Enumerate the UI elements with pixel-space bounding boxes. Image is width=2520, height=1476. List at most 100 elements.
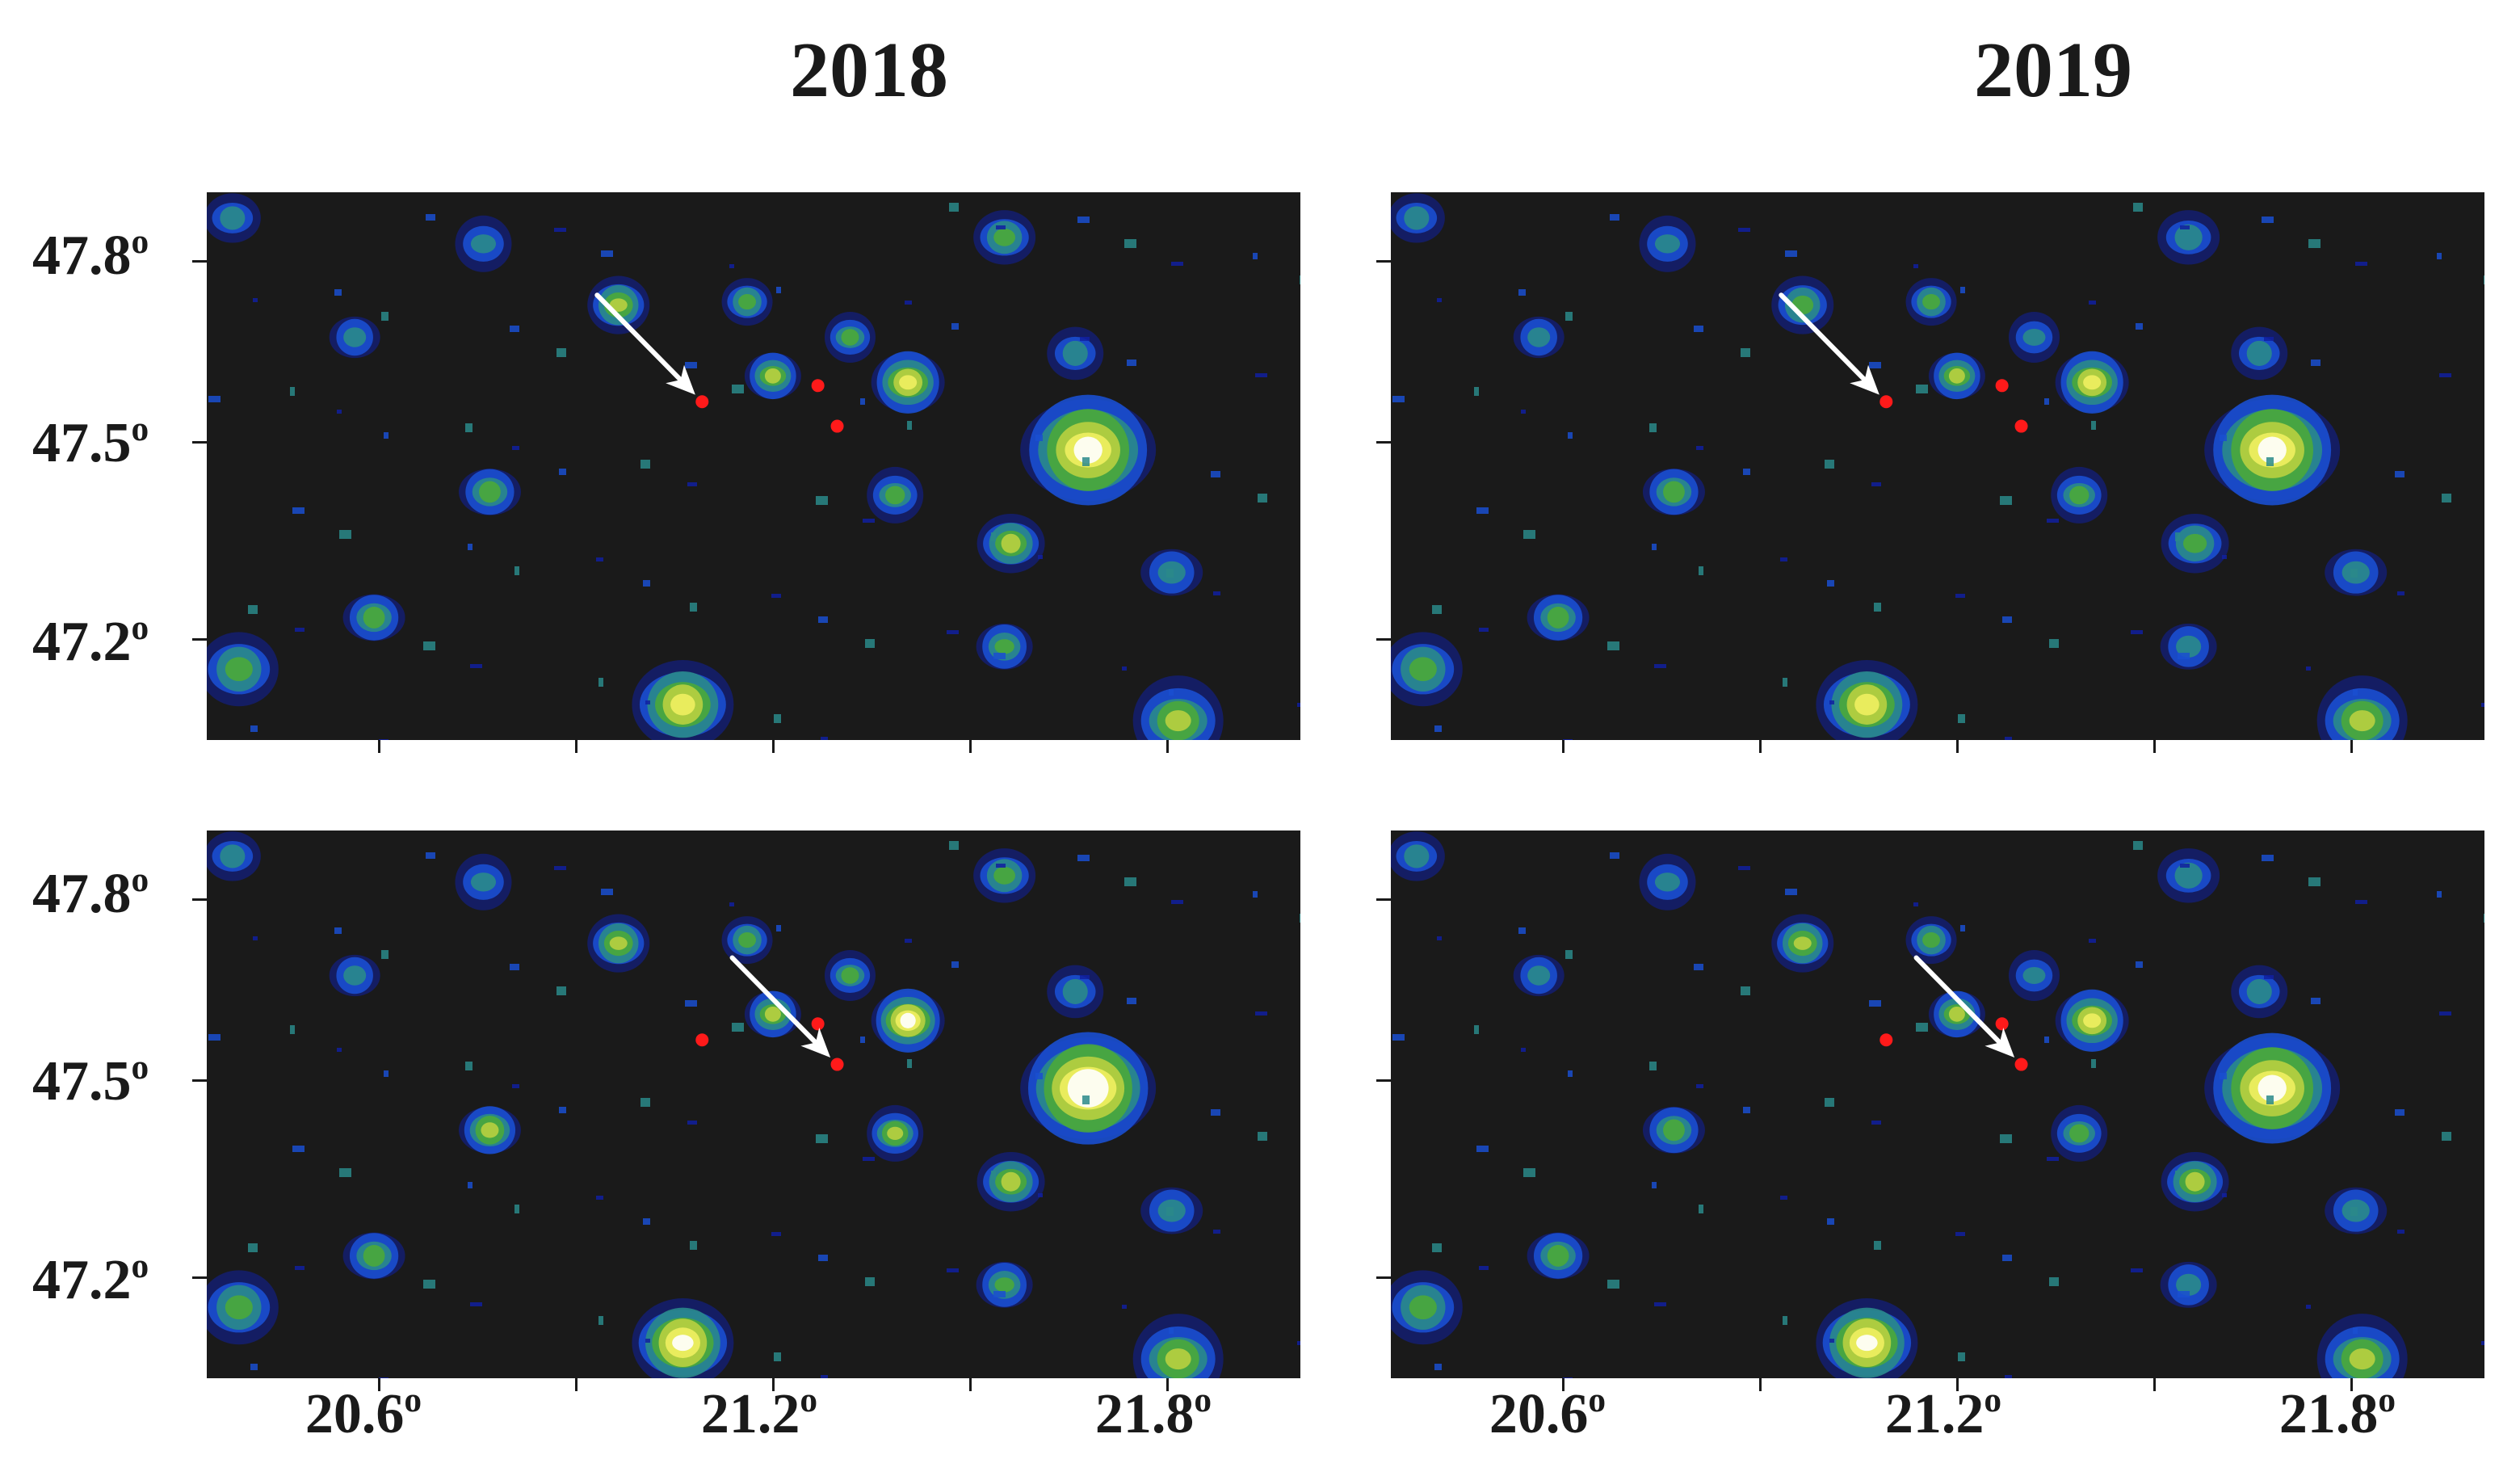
- light-cluster: [2231, 965, 2288, 1019]
- light-cluster: [2160, 623, 2217, 670]
- light-speckle: [2437, 253, 2442, 259]
- light-speckle: [996, 225, 1006, 229]
- light-speckle: [468, 1182, 472, 1188]
- light-speckle: [685, 1000, 697, 1007]
- white-arrow-icon: [1913, 955, 2015, 1058]
- light-speckle: [1568, 432, 1573, 439]
- light-cluster: [1816, 660, 1918, 740]
- lat-tick: [192, 898, 207, 901]
- light-speckle: [1476, 1146, 1489, 1152]
- light-cluster: [1047, 965, 1104, 1019]
- light-speckle: [1434, 725, 1442, 732]
- red-marker-icon: [1995, 379, 2009, 393]
- light-speckle: [1297, 1341, 1300, 1345]
- light-speckle: [2220, 435, 2227, 441]
- light-speckle: [1080, 975, 1090, 979]
- light-speckle: [1253, 891, 1258, 898]
- light-speckle: [2350, 569, 2358, 578]
- light-speckle: [1958, 714, 1965, 723]
- light-speckle: [556, 986, 566, 995]
- light-speckle: [993, 1291, 1006, 1297]
- light-speckle: [250, 1364, 258, 1370]
- light-cluster: [1771, 914, 1834, 973]
- light-cluster: [867, 466, 924, 524]
- light-cluster: [342, 1232, 405, 1280]
- light-cluster: [2204, 394, 2341, 506]
- light-speckle: [2047, 519, 2059, 523]
- light-cluster: [973, 848, 1036, 903]
- lon-tick: [1956, 1378, 1959, 1391]
- light-speckle: [1255, 1011, 1267, 1016]
- light-speckle: [1829, 700, 1834, 704]
- light-cluster: [2055, 351, 2129, 414]
- light-speckle: [2131, 630, 2143, 634]
- light-cluster: [329, 954, 380, 997]
- light-speckle: [1741, 348, 1750, 357]
- light-speckle: [1171, 900, 1183, 904]
- light-cluster: [329, 316, 380, 359]
- light-speckle: [1213, 1230, 1220, 1234]
- light-cluster: [207, 193, 261, 243]
- light-speckle: [645, 1339, 650, 1343]
- light-speckle: [2264, 975, 2274, 979]
- light-cluster: [1639, 853, 1696, 910]
- light-speckle: [1874, 603, 1881, 612]
- light-speckle: [1523, 530, 1535, 539]
- lat-tick: [192, 260, 207, 263]
- light-speckle: [2089, 939, 2096, 943]
- lon-label-left-1: 20.6o: [304, 1381, 422, 1446]
- light-speckle: [865, 1277, 875, 1286]
- light-cluster: [1905, 916, 1957, 965]
- light-speckle: [337, 410, 342, 414]
- light-speckle: [640, 460, 650, 469]
- light-speckle: [598, 1316, 603, 1325]
- light-speckle: [596, 557, 603, 561]
- light-speckle: [1743, 469, 1750, 475]
- light-speckle: [690, 1241, 697, 1250]
- light-speckle: [863, 1157, 875, 1161]
- light-speckle: [1955, 1232, 1965, 1236]
- light-speckle: [1649, 1062, 1657, 1070]
- light-speckle: [1169, 1327, 1174, 1334]
- light-cluster: [1639, 215, 1696, 272]
- light-speckle: [2091, 421, 2096, 430]
- map-panel-bottom-2019: [1391, 831, 2484, 1378]
- light-speckle: [1610, 852, 1619, 859]
- light-speckle: [2044, 1037, 2049, 1043]
- light-speckle: [1479, 1266, 1489, 1270]
- light-speckle: [951, 961, 959, 968]
- light-cluster: [824, 311, 876, 363]
- light-speckle: [1696, 446, 1703, 450]
- light-speckle: [949, 203, 959, 212]
- light-cluster: [587, 275, 650, 334]
- light-cluster: [1513, 316, 1564, 359]
- light-speckle: [1213, 591, 1220, 595]
- light-speckle: [2481, 1341, 2484, 1345]
- light-speckle: [993, 653, 1006, 659]
- light-speckle: [1124, 239, 1136, 248]
- light-speckle: [292, 507, 304, 514]
- light-speckle: [1696, 1084, 1703, 1088]
- light-cluster: [2157, 210, 2220, 265]
- light-speckle: [1080, 337, 1090, 341]
- lon-tick: [1166, 1378, 1169, 1391]
- light-cluster: [1816, 1298, 1918, 1378]
- light-cluster: [2161, 513, 2229, 574]
- light-speckle: [1127, 998, 1136, 1004]
- light-speckle: [208, 1034, 220, 1041]
- light-speckle: [1082, 1095, 1090, 1104]
- light-speckle: [1916, 1023, 1928, 1032]
- light-speckle: [1474, 1025, 1479, 1034]
- lon-tick: [1562, 740, 1564, 753]
- lon-label-right-3: 21.8o: [2278, 1381, 2396, 1446]
- light-speckle: [2266, 457, 2274, 466]
- map-panel-top-2019: [1391, 192, 2484, 740]
- lon-tick: [772, 1378, 775, 1391]
- light-speckle: [860, 1037, 865, 1043]
- light-speckle: [1297, 703, 1300, 707]
- light-speckle: [601, 889, 613, 895]
- light-cluster: [632, 1298, 734, 1378]
- light-speckle: [208, 396, 220, 402]
- lat-label-top-3: 47.2o: [32, 608, 149, 674]
- light-cluster: [1132, 675, 1224, 740]
